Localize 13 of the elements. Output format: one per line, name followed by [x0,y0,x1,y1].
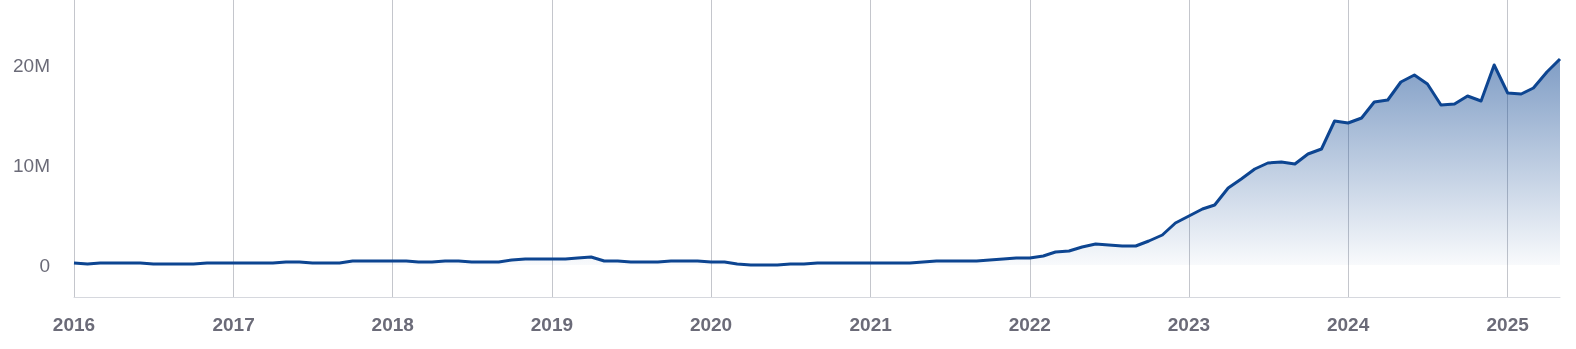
x-tick-label: 2025 [1486,314,1530,335]
x-tick-label: 2024 [1326,314,1370,335]
y-tick-label: 20M [13,54,50,76]
x-tick-label: 2021 [849,314,893,335]
y-tick-label: 0 [39,254,50,276]
x-tick-label: 2019 [530,314,574,335]
x-tick-label: 2016 [52,314,96,335]
x-tick-label: 2020 [689,314,733,335]
x-tick-label: 2017 [212,314,255,335]
x-tick-label: 2022 [1008,314,1051,335]
y-tick-label: 10M [13,154,50,176]
x-tick-label: 2023 [1167,314,1211,335]
x-tick-label: 2018 [371,314,414,335]
